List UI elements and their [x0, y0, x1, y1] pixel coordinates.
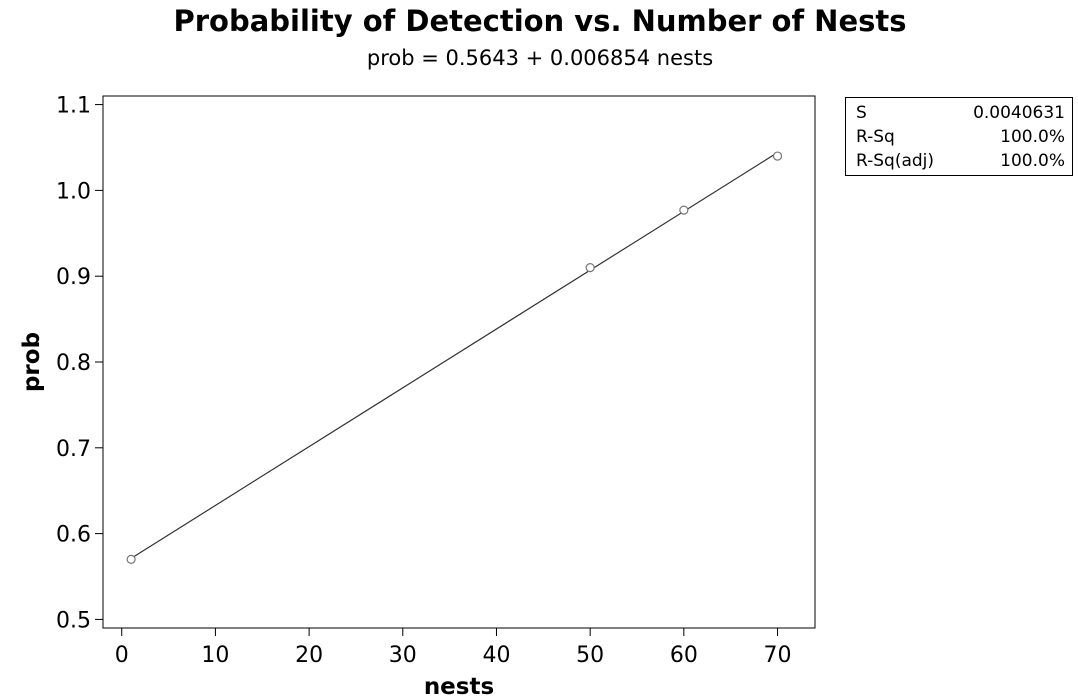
x-axis: 0 10 20 30 40 50 60 70 [115, 628, 792, 668]
stats-value: 0.0040631 [973, 103, 1065, 123]
y-tick-label: 0.8 [56, 351, 91, 376]
x-tick-label: 20 [295, 643, 323, 668]
x-tick-label: 70 [764, 643, 792, 668]
data-points [126, 151, 783, 564]
stats-label: R-Sq [856, 127, 895, 147]
y-tick-label: 0.5 [56, 608, 91, 633]
x-tick-label: 0 [115, 643, 129, 668]
y-tick-label: 1.1 [56, 94, 91, 119]
y-axis: 0.5 0.6 0.7 0.8 0.9 1.0 1.1 [56, 94, 103, 633]
x-axis-label: nests [424, 674, 494, 700]
stats-row-rsq-adj: R-Sq(adj) 100.0% [856, 149, 1065, 173]
y-tick-label: 0.7 [56, 437, 91, 462]
fit-line [130, 152, 778, 559]
x-tick-label: 10 [201, 643, 229, 668]
chart-title: Probability of Detection vs. Number of N… [173, 4, 906, 38]
data-point [585, 263, 595, 273]
regression-fit [130, 152, 778, 559]
stats-row-rsq: R-Sq 100.0% [856, 125, 1065, 149]
x-tick-label: 30 [389, 643, 417, 668]
data-point [679, 205, 689, 215]
x-tick-label: 40 [482, 643, 510, 668]
y-tick-label: 1.0 [56, 179, 91, 204]
data-point [126, 554, 136, 564]
stats-label: R-Sq(adj) [856, 151, 935, 171]
y-tick-label: 0.6 [56, 523, 91, 548]
plot-area [102, 95, 816, 629]
stats-row-s: S 0.0040631 [856, 101, 1065, 125]
data-point [772, 151, 783, 161]
stats-label: S [856, 103, 867, 123]
y-tick-label: 0.9 [56, 265, 91, 290]
y-axis-label: prob [19, 332, 45, 392]
x-tick-label: 50 [576, 643, 604, 668]
x-tick-label: 60 [670, 643, 698, 668]
stats-value: 100.0% [1000, 151, 1065, 171]
regression-stats-box: S 0.0040631 R-Sq 100.0% R-Sq(adj) 100.0% [845, 97, 1073, 176]
stats-value: 100.0% [1000, 127, 1065, 147]
chart-subtitle: prob = 0.5643 + 0.006854 nests [367, 46, 713, 70]
